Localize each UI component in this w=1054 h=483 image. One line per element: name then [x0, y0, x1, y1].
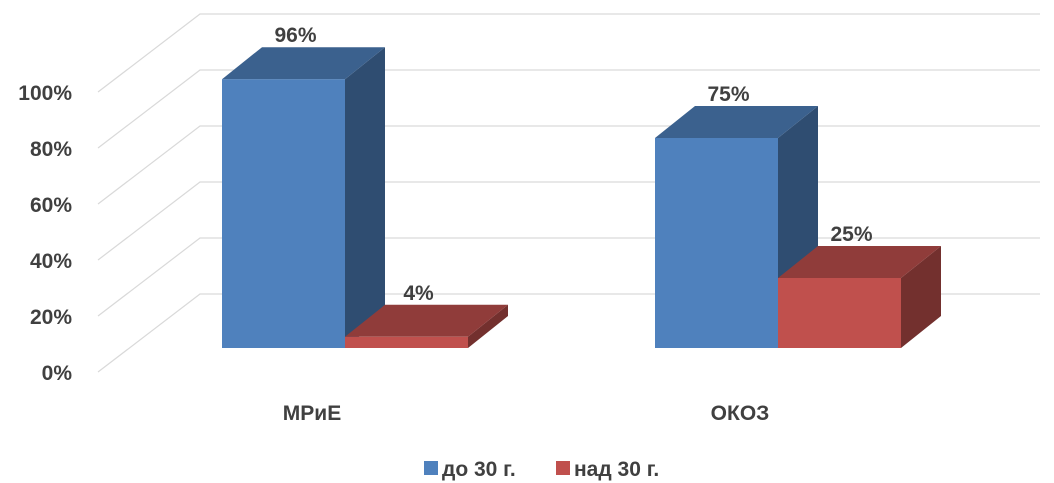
legend-swatch — [556, 461, 570, 475]
data-label: 96% — [274, 24, 316, 47]
bar — [222, 79, 345, 348]
grid-line — [97, 13, 1040, 93]
bar-top — [655, 106, 818, 138]
data-label: 25% — [830, 223, 872, 246]
bar-top — [778, 246, 941, 278]
legend-label: над 30 г. — [574, 458, 659, 481]
bar-side — [901, 246, 941, 348]
y-tick-label: 60% — [30, 194, 72, 217]
x-tick-label: ОКОЗ — [711, 402, 770, 425]
y-tick-label: 20% — [30, 306, 72, 329]
data-label: 4% — [403, 282, 434, 305]
bar-side — [345, 47, 385, 348]
bar — [345, 336, 468, 348]
y-tick-label: 40% — [30, 250, 72, 273]
bar-side — [468, 304, 508, 348]
legend-swatch — [424, 461, 438, 475]
data-label: 75% — [707, 83, 749, 106]
y-tick-label: 0% — [42, 362, 73, 385]
grid-line — [97, 69, 1040, 149]
bar-top — [345, 304, 508, 337]
bar-top — [222, 47, 385, 80]
bar — [655, 138, 778, 348]
bar — [778, 278, 901, 348]
y-tick-label: 100% — [18, 82, 72, 105]
legend-label: до 30 г. — [442, 458, 516, 481]
y-tick-label: 80% — [30, 138, 72, 161]
x-tick-label: МРиЕ — [283, 402, 341, 425]
